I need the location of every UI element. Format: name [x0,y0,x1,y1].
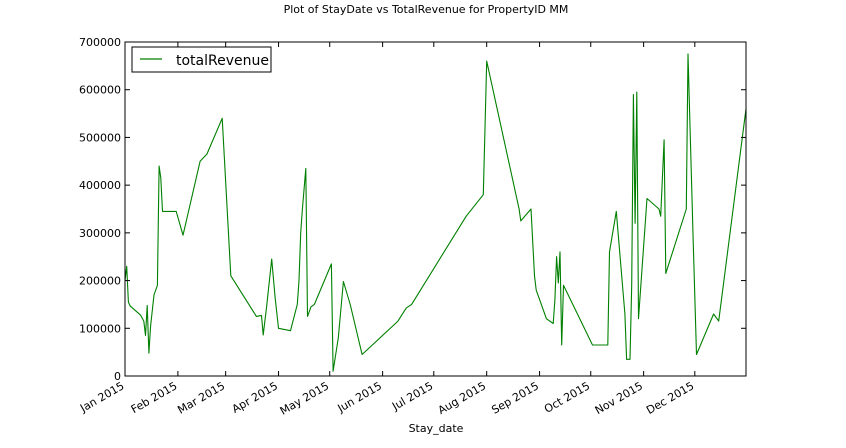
chart-title: Plot of StayDate vs TotalRevenue for Pro… [284,3,569,16]
y-tick-label: 500000 [79,131,121,144]
series-line-totalRevenue [124,53,747,372]
x-tick-label: Apr 2015 [230,379,280,416]
y-tick-label: 300000 [79,227,121,240]
x-axis-label: Stay_date [409,422,464,435]
y-tick-label: 200000 [79,275,121,288]
x-tick-label: Oct 2015 [542,379,592,416]
y-tick-label: 700000 [79,36,121,49]
legend-label: totalRevenue [176,53,269,69]
plot-frame [124,41,747,377]
x-tick-label: Jan 2015 [77,379,126,415]
x-tick-label: Mar 2015 [175,379,227,416]
y-tick-label: 400000 [79,179,121,192]
x-tick-label: Aug 2015 [436,379,488,417]
x-tick-label: Jun 2015 [335,379,385,415]
x-tick-label: Feb 2015 [129,379,180,416]
legend: totalRevenue [131,46,272,73]
x-tick-label: Sep 2015 [489,379,541,416]
x-tick-label: May 2015 [278,379,331,417]
y-tick-label: 100000 [79,322,121,335]
y-axis: 0 100000 200000 300000 400000 500000 600000 700… [79,36,746,383]
x-tick-label: Jul 2015 [389,379,435,413]
y-tick-label: 0 [114,370,121,383]
x-tick-label: Dec 2015 [644,379,696,417]
plot-area [124,41,747,377]
y-tick-label: 600000 [79,84,121,97]
x-tick-label: Nov 2015 [593,379,645,417]
